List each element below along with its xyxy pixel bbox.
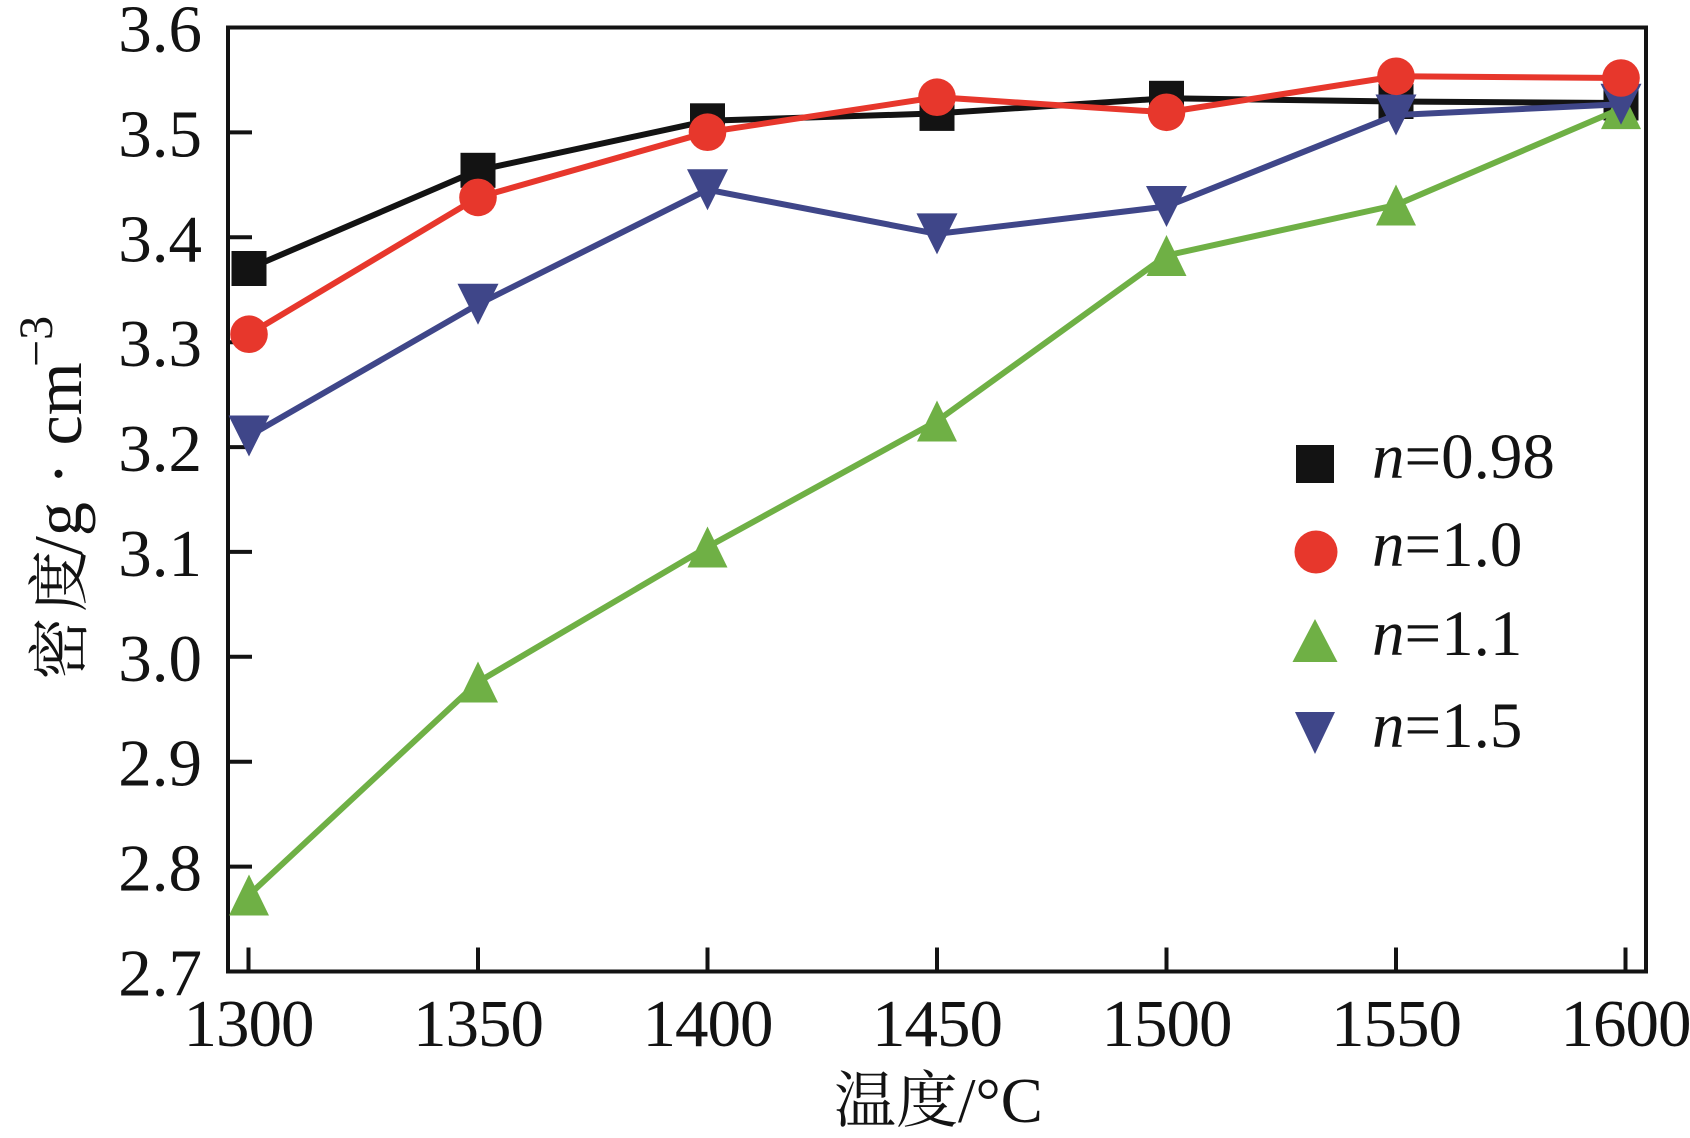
svg-text:2.7: 2.7 [118, 937, 202, 1011]
svg-text:3.2: 3.2 [118, 412, 202, 486]
svg-text:1500: 1500 [1102, 987, 1232, 1061]
svg-text:n=1.0: n=1.0 [1372, 509, 1522, 581]
svg-text:3.6: 3.6 [118, 0, 202, 67]
svg-text:n=1.1: n=1.1 [1372, 598, 1522, 670]
svg-text:−3: −3 [10, 316, 63, 367]
svg-text:1300: 1300 [184, 987, 314, 1061]
svg-text:3.3: 3.3 [118, 307, 202, 381]
svg-text:2.9: 2.9 [118, 727, 202, 801]
svg-text:1550: 1550 [1331, 987, 1461, 1061]
svg-text:3.1: 3.1 [118, 517, 202, 591]
svg-text:3.5: 3.5 [118, 97, 202, 171]
svg-text:/°C: /°C [958, 1066, 1043, 1136]
svg-text:n=0.98: n=0.98 [1372, 421, 1555, 493]
svg-text:2.8: 2.8 [118, 832, 202, 906]
svg-text:1600: 1600 [1561, 987, 1690, 1061]
svg-text:/g · cm: /g · cm [20, 362, 96, 555]
svg-text:1350: 1350 [413, 987, 543, 1061]
svg-text:1400: 1400 [643, 987, 773, 1061]
svg-text:1450: 1450 [872, 987, 1002, 1061]
svg-text:n=1.5: n=1.5 [1372, 690, 1522, 762]
svg-text:3.0: 3.0 [118, 622, 202, 696]
svg-text:3.4: 3.4 [118, 202, 202, 276]
